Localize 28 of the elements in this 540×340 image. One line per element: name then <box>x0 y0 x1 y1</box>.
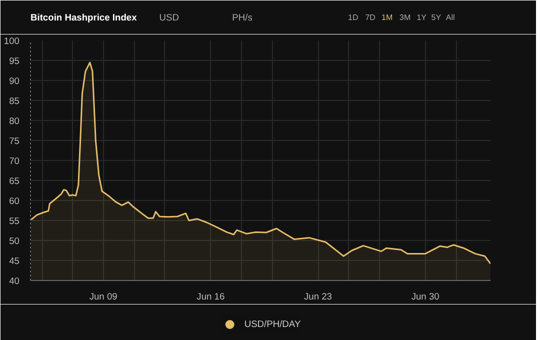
y-tick-label: 70 <box>9 156 20 166</box>
x-tick-label: Jun 16 <box>196 292 225 302</box>
text: PH/s <box>232 12 253 22</box>
y-tick-label: 100 <box>4 36 20 46</box>
y-tick-label: 55 <box>9 216 20 226</box>
legend-label: USD/PH/DAY <box>244 319 301 329</box>
y-tick-label: 40 <box>9 276 20 286</box>
y-tick-label: 50 <box>9 236 20 246</box>
y-tick-label: 65 <box>9 176 20 186</box>
text: All <box>446 13 455 22</box>
text: 5Y <box>431 13 442 22</box>
y-tick-label: 75 <box>9 136 20 146</box>
y-tick-label: 45 <box>9 256 20 266</box>
y-tick-label: 95 <box>9 56 20 66</box>
x-tick-label: Jun 23 <box>304 292 332 302</box>
text: 7D <box>365 13 376 22</box>
x-tick-label: Jun 09 <box>89 292 118 302</box>
text: 1Y <box>416 13 428 22</box>
x-tick-label: Jun 30 <box>411 292 440 302</box>
text: USD <box>159 12 180 22</box>
y-tick-label: 60 <box>9 196 20 206</box>
text: 1M <box>382 13 393 22</box>
text: 3M <box>400 13 411 22</box>
y-tick-label: 85 <box>9 96 20 106</box>
text: 1D <box>348 13 358 22</box>
chart-title: Bitcoin Hashprice Index <box>30 12 138 22</box>
y-tick-label: 90 <box>9 76 20 86</box>
y-tick-label: 80 <box>9 116 20 126</box>
